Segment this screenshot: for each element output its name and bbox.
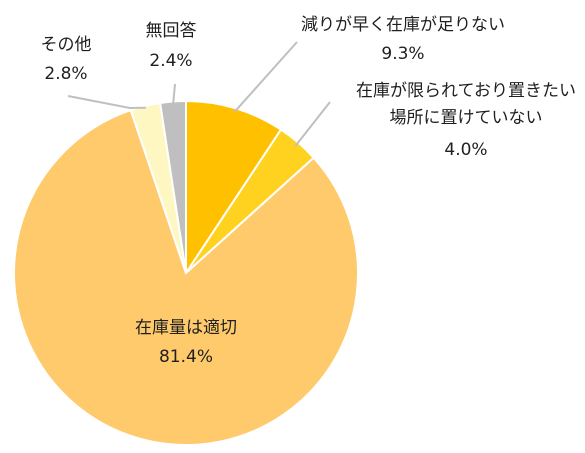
slice-label-limited-space-line2: 場所に置けていない — [390, 108, 543, 128]
slice-value-shortage: 9.3% — [381, 44, 424, 64]
slice-value-no-answer: 2.4% — [149, 51, 192, 71]
slice-label-no-answer: 無回答 — [146, 21, 197, 41]
leader-lines — [67, 41, 331, 147]
pie-slices — [13, 99, 359, 446]
slice-label-other: その他 — [41, 35, 92, 55]
pie-slice-appropriate — [13, 108, 359, 446]
slice-label-shortage: 減りが早く在庫が足りない — [301, 15, 505, 35]
slice-label-limited-space-line1: 在庫が限られており置きたい — [356, 81, 576, 101]
leader-line-limited-space — [294, 101, 331, 147]
slice-value-appropriate: 81.4% — [159, 347, 213, 367]
pie-slice-shortage — [185, 99, 283, 277]
slice-label-appropriate: 在庫量は適切 — [135, 318, 237, 338]
leader-line-other — [67, 95, 146, 110]
leader-line-shortage — [233, 41, 298, 113]
slice-value-limited-space: 4.0% — [444, 140, 487, 160]
leader-line-no-answer — [172, 83, 176, 104]
slice-value-other: 2.8% — [44, 64, 87, 84]
